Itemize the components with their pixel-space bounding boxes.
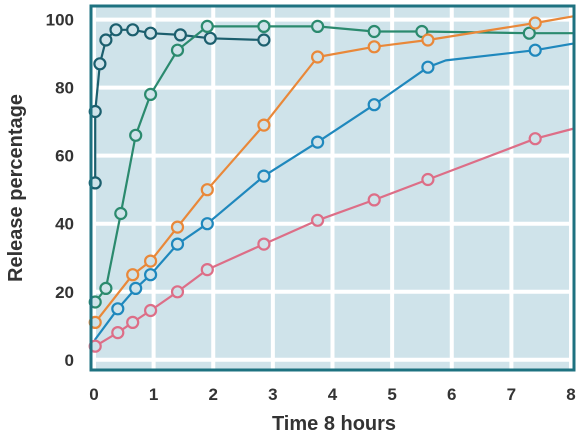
data-point-series-2 xyxy=(415,24,429,39)
data-point-series-4 xyxy=(170,237,185,251)
plot-border xyxy=(89,4,576,372)
data-point-series-2 xyxy=(200,19,214,33)
data-point-series-2 xyxy=(257,19,271,33)
data-point-series-2 xyxy=(99,281,113,295)
data-point-series-1 xyxy=(109,23,123,37)
data-point-series-4 xyxy=(528,43,542,57)
x-axis-label: Time 8 hours xyxy=(272,413,396,435)
data-point-series-1 xyxy=(144,26,158,40)
x-tick-label: 0 xyxy=(89,385,98,404)
data-point-series-5 xyxy=(257,237,271,251)
data-point-series-4 xyxy=(311,135,325,149)
x-tick-label: 5 xyxy=(387,385,396,404)
y-tick-label: 100 xyxy=(46,11,74,30)
data-point-series-5 xyxy=(528,132,542,146)
grid-lines xyxy=(91,6,574,370)
data-point-series-1 xyxy=(93,57,107,71)
data-point-series-2 xyxy=(311,19,325,33)
data-point-series-4 xyxy=(367,98,381,112)
y-tick-label: 20 xyxy=(55,283,74,302)
data-point-series-1 xyxy=(203,31,217,45)
data-point-series-2 xyxy=(522,26,536,40)
data-point-series-4 xyxy=(111,302,125,316)
data-point-series-3 xyxy=(367,40,381,54)
data-point-series-2 xyxy=(144,87,158,102)
data-point-series-3 xyxy=(144,254,158,268)
data-point-series-5 xyxy=(311,213,325,227)
x-tick-label: 8 xyxy=(566,385,575,404)
x-tick-label: 4 xyxy=(328,385,338,404)
data-point-series-1 xyxy=(257,33,271,47)
data-point-series-4 xyxy=(257,169,271,183)
data-point-series-5 xyxy=(111,326,125,340)
data-point-series-2 xyxy=(129,128,143,142)
data-point-series-3 xyxy=(257,118,271,132)
data-point-series-4 xyxy=(129,281,143,295)
data-point-series-1 xyxy=(173,28,187,42)
data-point-series-2 xyxy=(114,206,128,221)
data-point-series-3 xyxy=(311,50,325,64)
data-point-series-3 xyxy=(126,268,140,282)
data-point-series-1 xyxy=(126,23,140,37)
data-point-series-5 xyxy=(170,285,185,299)
data-point-series-5 xyxy=(144,303,158,318)
data-point-series-3 xyxy=(170,220,185,234)
x-tick-label: 1 xyxy=(149,385,158,404)
data-point-series-5 xyxy=(200,263,214,277)
x-tick-label: 3 xyxy=(268,385,277,404)
y-tick-label: 80 xyxy=(55,79,74,98)
x-tick-label: 2 xyxy=(209,385,218,404)
y-tick-label: 40 xyxy=(55,215,74,234)
data-point-series-3 xyxy=(200,183,214,197)
y-tick-label: 60 xyxy=(55,147,74,166)
data-point-series-3 xyxy=(528,16,542,30)
y-tick-label: 0 xyxy=(65,351,74,370)
data-point-series-2 xyxy=(367,24,381,39)
y-axis-label: Release percentage xyxy=(5,94,27,282)
data-point-series-4 xyxy=(144,268,158,282)
series-markers xyxy=(88,16,542,353)
data-point-series-4 xyxy=(421,60,435,74)
x-tick-label: 6 xyxy=(447,385,456,404)
data-point-series-1 xyxy=(99,33,113,47)
data-point-series-5 xyxy=(367,193,381,207)
data-point-series-5 xyxy=(126,315,140,329)
data-point-series-4 xyxy=(200,217,214,231)
data-point-series-5 xyxy=(421,172,435,187)
x-tick-label: 7 xyxy=(507,385,516,404)
data-point-series-3 xyxy=(421,33,435,47)
data-point-series-2 xyxy=(170,43,185,57)
